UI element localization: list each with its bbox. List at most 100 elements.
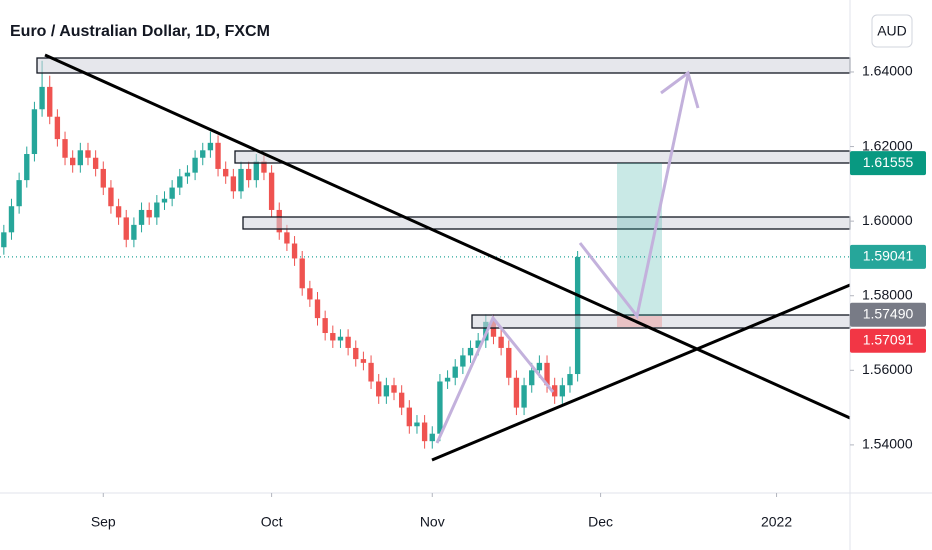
candle-body	[238, 168, 244, 192]
price-badge-label: 1.59041	[863, 248, 914, 264]
candle-body	[54, 116, 61, 140]
candle-body	[70, 157, 76, 166]
candle-body	[368, 362, 374, 382]
currency-label[interactable]: AUD	[877, 23, 907, 39]
candle-body	[506, 347, 512, 378]
drawings	[36, 53, 851, 462]
candle-body	[184, 172, 191, 177]
candle-body	[192, 157, 198, 173]
candle-body	[1, 232, 7, 248]
candle-body	[529, 370, 535, 386]
candle-body	[490, 321, 497, 337]
candle-body	[307, 288, 313, 300]
target-zone	[617, 163, 662, 316]
arrow-head	[660, 70, 700, 109]
y-tick-label: 1.58000	[862, 286, 913, 302]
candle-body	[85, 150, 91, 158]
candle-body	[39, 86, 45, 110]
candle-body	[513, 377, 520, 408]
chart-title: Euro / Australian Dollar, 1D, FXCM	[10, 23, 270, 40]
candle-body	[314, 299, 321, 319]
candle-body	[123, 217, 129, 240]
candle-body	[437, 381, 443, 434]
candle-body	[31, 109, 38, 155]
candle-body	[200, 150, 206, 158]
candle-body	[559, 385, 566, 397]
candle-body	[115, 206, 122, 218]
candle-body	[207, 142, 214, 151]
candle-body	[291, 243, 298, 259]
price-badge	[850, 151, 926, 176]
candle-body	[161, 198, 168, 203]
candle-body	[24, 154, 30, 181]
currency-button[interactable]	[871, 14, 913, 48]
candle-body	[108, 187, 114, 207]
zone	[234, 150, 851, 164]
price-badge	[850, 302, 926, 327]
zone	[242, 216, 851, 230]
candle-body	[268, 172, 275, 210]
candle-body	[414, 422, 420, 427]
candle-body	[444, 377, 451, 382]
candle-body	[429, 433, 435, 442]
candle-body	[8, 206, 15, 233]
candle-body	[475, 340, 481, 348]
zone	[36, 57, 851, 74]
price-badge-label: 1.57091	[863, 331, 914, 347]
price-badge	[850, 244, 926, 269]
candle-body	[245, 168, 252, 181]
candle-body	[92, 157, 99, 169]
y-tick-label: 1.64000	[862, 63, 913, 79]
candle-body	[177, 176, 183, 188]
candle-body	[498, 336, 504, 348]
path-arrow	[578, 74, 690, 320]
candle-body	[169, 187, 175, 199]
y-tick-label: 1.56000	[862, 361, 913, 377]
candle-body	[345, 336, 351, 348]
x-tick-label: Oct	[261, 514, 283, 530]
candle-body	[253, 161, 259, 181]
candle-body	[567, 374, 573, 386]
candle-body	[330, 333, 336, 341]
candle-body	[138, 209, 145, 225]
x-tick-label: Dec	[588, 514, 613, 530]
candle-body	[284, 232, 290, 244]
candle-body	[77, 150, 84, 166]
candle-body	[131, 224, 137, 240]
candle-body	[299, 258, 305, 289]
trend-line	[44, 53, 851, 420]
candle-body	[552, 385, 558, 397]
candle-body	[467, 347, 474, 356]
x-tick-label: Sep	[91, 514, 116, 530]
candle-body	[421, 422, 428, 442]
price-badge	[850, 328, 926, 353]
price-badge-label: 1.57490	[863, 305, 914, 321]
candle-body	[47, 86, 53, 117]
x-tick-label: Nov	[420, 514, 445, 530]
candle-body	[223, 168, 229, 177]
candle-body	[146, 209, 152, 218]
y-tick-label: 1.60000	[862, 212, 913, 228]
candle-body	[406, 407, 412, 427]
candle-body	[360, 359, 367, 363]
x-tick-label: 2022	[761, 514, 792, 530]
y-tick-label: 1.62000	[862, 137, 913, 153]
candle-body	[521, 385, 527, 408]
candle-body	[460, 355, 466, 367]
candle-body	[16, 180, 22, 207]
candle-body	[391, 385, 397, 393]
candle-body	[230, 176, 237, 192]
candle-body	[154, 202, 160, 218]
candle-body	[536, 362, 543, 371]
candle-body	[376, 381, 382, 397]
trend-line	[431, 283, 851, 462]
candle-body	[100, 168, 106, 188]
candle-body	[544, 362, 550, 386]
candle-body	[398, 392, 405, 408]
candle-body	[261, 161, 267, 173]
candle-body	[322, 318, 328, 334]
path-arrow	[435, 315, 555, 444]
candle-body	[62, 139, 68, 158]
